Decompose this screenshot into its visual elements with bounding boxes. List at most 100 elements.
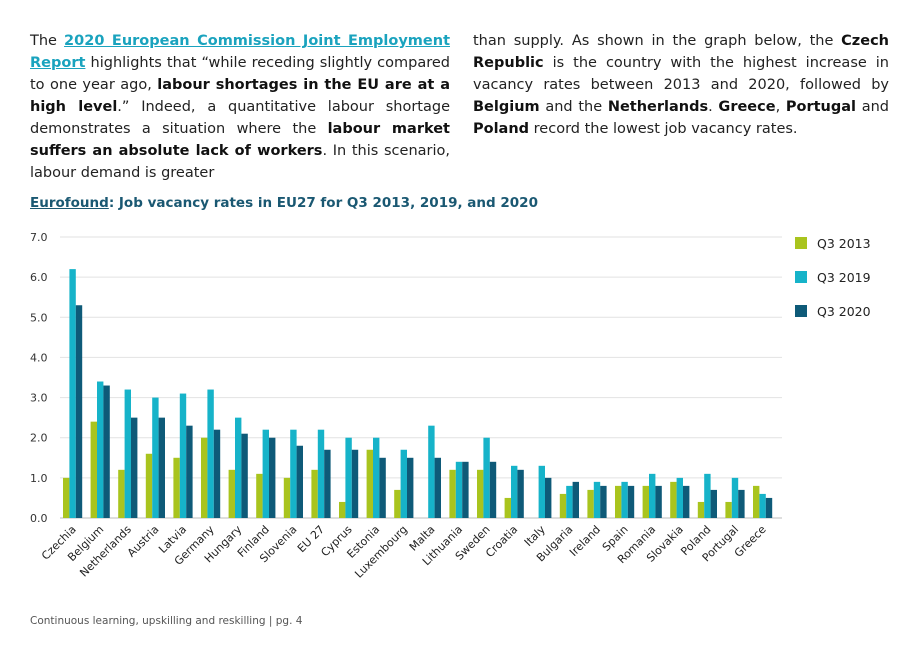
chart-title-text: : Job vacancy rates in EU27 for Q3 2013,… [108, 195, 538, 211]
bar-estonia-q3-2013 [366, 449, 373, 518]
x-tick-label: Austria [125, 523, 162, 560]
bold-text: labour shortages in the EU are at a high… [30, 77, 450, 115]
bar-cyprus-q3-2013 [339, 501, 346, 518]
bar-croatia-q3-2020 [517, 469, 524, 518]
bar-cyprus-q3-2020 [351, 449, 359, 518]
y-tick-label: 5.0 [30, 311, 48, 324]
bar-eu-27-q3-2013 [311, 469, 318, 518]
bar-ireland-q3-2013 [587, 489, 594, 518]
bar-bulgaria-q3-2019 [566, 485, 573, 518]
bar-greece-q3-2019 [759, 493, 766, 518]
bar-hungary-q3-2019 [235, 417, 242, 518]
bar-lithuania-q3-2019 [455, 461, 463, 518]
bar-spain-q3-2013 [615, 485, 622, 518]
bold-text: Czech Republic [473, 33, 889, 71]
bar-hungary-q3-2020 [241, 433, 248, 518]
text-run: The [30, 33, 65, 49]
legend-label: Q3 2013 [817, 235, 871, 251]
bar-slovakia-q3-2019 [676, 477, 683, 518]
bar-slovenia-q3-2013 [283, 477, 291, 518]
bold-text: Belgium [473, 99, 540, 115]
intro-paragraph-right: than supply. As shown in the graph below… [473, 30, 889, 140]
bar-sweden-q3-2019 [483, 437, 490, 518]
bar-estonia-q3-2019 [373, 437, 380, 518]
x-tick-label: Ireland [567, 523, 603, 559]
bar-portugal-q3-2013 [725, 501, 732, 518]
text-run: . [708, 99, 719, 115]
bold-text: Greece [718, 99, 776, 115]
bold-text: Poland [473, 121, 530, 137]
bar-austria-q3-2020 [158, 417, 165, 518]
bar-slovenia-q3-2019 [290, 429, 297, 518]
bar-finland-q3-2020 [269, 437, 276, 518]
legend-label: Q3 2020 [817, 303, 871, 319]
bar-greece-q3-2020 [765, 497, 773, 518]
bar-slovakia-q3-2020 [683, 485, 690, 518]
bar-spain-q3-2019 [621, 481, 628, 518]
x-tick-label: Greece [732, 523, 769, 560]
bar-luxembourg-q3-2019 [400, 449, 407, 518]
bar-austria-q3-2019 [152, 397, 159, 518]
y-tick-label: 3.0 [30, 392, 48, 405]
page-footer: Continuous learning, upskilling and resk… [30, 615, 303, 627]
bar-slovakia-q3-2013 [670, 481, 677, 518]
chart-title: Eurofound: Job vacancy rates in EU27 for… [30, 195, 538, 211]
text-run: highlights that “while receding slightly… [30, 55, 450, 93]
text-run: . In this scenario, labour demand is gre… [30, 143, 451, 181]
job-vacancy-bar-chart: 0.01.02.03.04.05.06.07.0CzechiaBelgiumNe… [30, 231, 782, 581]
bar-hungary-q3-2013 [228, 469, 235, 518]
y-tick-label: 7.0 [30, 231, 48, 244]
bar-germany-q3-2020 [213, 429, 221, 518]
bar-luxembourg-q3-2020 [407, 457, 414, 518]
bar-germany-q3-2013 [201, 437, 208, 518]
bar-belgium-q3-2020 [103, 385, 110, 518]
bar-italy-q3-2020 [545, 477, 552, 518]
y-tick-label: 4.0 [30, 351, 48, 364]
bar-finland-q3-2019 [262, 429, 269, 518]
bar-portugal-q3-2020 [738, 489, 745, 518]
bar-czechia-q3-2019 [69, 269, 76, 518]
legend-entry: Q3 2013 [795, 235, 871, 251]
bar-belgium-q3-2013 [90, 421, 97, 518]
bar-luxembourg-q3-2013 [394, 489, 401, 518]
bold-text: Netherlands [607, 99, 709, 115]
text-run: and [856, 99, 890, 115]
bar-spain-q3-2020 [627, 485, 635, 518]
legend-entry: Q3 2020 [795, 303, 871, 319]
bar-italy-q3-2019 [538, 465, 545, 518]
joint-employment-report-link[interactable]: 2020 European Commission Joint Employmen… [30, 33, 450, 71]
bar-latvia-q3-2020 [186, 425, 193, 518]
bold-text: labour market suffers an absolute lack o… [30, 121, 450, 159]
bar-latvia-q3-2013 [173, 457, 180, 518]
bar-romania-q3-2019 [649, 473, 656, 518]
bar-poland-q3-2019 [704, 473, 711, 518]
bar-czechia-q3-2020 [75, 305, 83, 518]
text-run: record the lowest job vacancy rates. [529, 121, 798, 137]
legend-entry: Q3 2019 [795, 269, 871, 285]
bar-czechia-q3-2013 [63, 477, 70, 518]
text-run: and the [539, 99, 608, 115]
bar-bulgaria-q3-2013 [559, 493, 567, 518]
legend-swatch [795, 305, 807, 317]
text-run: than supply. As shown in the graph below… [473, 33, 842, 49]
bar-lithuania-q3-2013 [449, 469, 456, 518]
bar-malta-q3-2020 [434, 457, 441, 518]
bar-croatia-q3-2013 [504, 497, 511, 518]
text-run: .” Indeed, a quantitative labour shortag… [30, 99, 450, 137]
text-run: , [775, 99, 786, 115]
bar-netherlands-q3-2013 [118, 469, 125, 518]
bar-romania-q3-2013 [642, 485, 649, 518]
legend-swatch [795, 237, 807, 249]
bar-eu-27-q3-2019 [317, 429, 325, 518]
y-tick-label: 0.0 [30, 512, 48, 525]
legend-swatch [795, 271, 807, 283]
bar-greece-q3-2013 [753, 485, 760, 518]
bar-portugal-q3-2019 [731, 477, 739, 518]
legend-label: Q3 2019 [817, 269, 871, 285]
bar-germany-q3-2019 [207, 389, 214, 518]
bar-sweden-q3-2013 [477, 469, 484, 518]
bar-eu-27-q3-2020 [324, 449, 331, 518]
text-run: is the country with the highest increase… [473, 55, 889, 93]
bar-romania-q3-2020 [655, 485, 662, 518]
bar-austria-q3-2013 [145, 453, 153, 518]
